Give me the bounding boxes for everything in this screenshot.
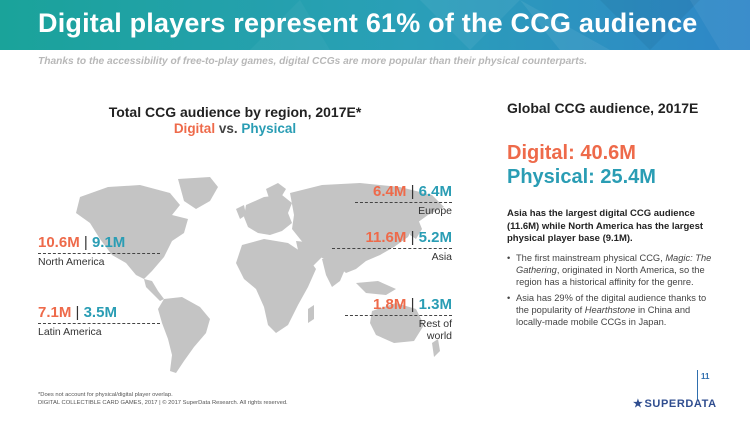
map-asia [290,183,444,273]
map-south-america [158,297,210,373]
value-separator: | [79,234,92,251]
digital-value: 7.1M [38,304,72,321]
global-title: Global CCG audience, 2017E [507,100,699,116]
value-separator: | [406,296,419,313]
region-values: 6.4M | 6.4M [355,183,452,200]
page-number: 11 [701,372,710,381]
map-greenland [178,177,218,209]
page-subtitle: Thanks to the accessibility of free-to-p… [38,56,588,67]
banner-decoration [250,0,750,50]
bullet-list: • The first mainstream physical CCG, Magi… [507,252,712,332]
physical-value: 9.1M [91,234,126,251]
region-values: 1.8M | 1.3M [345,296,452,313]
superdata-logo: ★SUPERDATA [633,397,717,410]
bullet-item: • Asia has 29% of the digital audience th… [507,293,707,328]
logo-text: SUPERDATA [644,398,717,410]
region-name: Asia [431,251,452,263]
physical-value: 1.3M [418,296,452,313]
leader-line [38,253,160,254]
map-japan [410,219,422,239]
bullet-item: • The first mainstream physical CCG, Magi… [507,253,712,288]
physical-total: Physical: 25.4M [507,166,656,188]
page-title: Digital players represent 61% of the CCG… [38,8,698,38]
leader-line [332,248,452,249]
map-india [322,257,346,287]
region-values: 10.6M | 9.1M [38,234,160,251]
map-indonesia [356,281,396,295]
region-values: 11.6M | 5.2M [332,229,452,246]
map-scandinavia [266,183,286,201]
value-separator: | [71,304,84,321]
digital-value: 1.8M [373,296,407,313]
digital-total: Digital: 40.6M [507,142,636,164]
map-europe [244,195,292,235]
value-separator: | [406,183,419,200]
leader-line [38,323,160,324]
copyright: DIGITAL COLLECTIBLE CARD GAMES, 2017 | ©… [38,400,288,406]
region-name: Latin America [38,326,102,338]
region-label-latin-america: 7.1M | 3.5M Latin America [38,304,160,338]
legend-vs: vs. [218,121,238,136]
world-map [76,177,444,373]
leader-line [355,202,452,203]
map-new-zealand [432,339,440,357]
map-north-america [76,185,188,279]
region-label-asia: 11.6M | 5.2M Asia [332,229,452,263]
value-separator: | [406,229,419,246]
star-icon: ★ [633,398,644,410]
leader-line [345,315,452,316]
digital-value: 6.4M [373,183,407,200]
map-australia [370,303,424,343]
region-values: 7.1M | 3.5M [38,304,160,321]
map-uk [236,205,246,219]
region-name: Europe [418,205,452,217]
digital-value: 11.6M [365,229,407,246]
map-arabia [296,241,322,267]
map-madagascar [308,305,314,323]
region-label-north-america: 10.6M | 9.1M North America [38,234,160,268]
chart-title: Total CCG audience by region, 2017E* [108,104,362,120]
legend-physical: Physical [241,121,297,136]
chart-legend: Digital vs. Physical [100,121,370,136]
digital-value: 10.6M [38,234,80,251]
lead-paragraph: Asia has the largest digital CCG audienc… [507,208,704,245]
map-central-america [144,279,164,301]
page-number-rule [697,370,698,400]
header-banner: Digital players represent 61% of the CCG… [0,0,750,50]
legend-digital: Digital [173,121,216,136]
physical-value: 5.2M [418,229,452,246]
map-africa [236,239,316,333]
region-label-rest-of-world: 1.8M | 1.3M Rest of world [345,296,452,342]
region-name: North America [38,256,105,268]
region-label-europe: 6.4M | 6.4M Europe [355,183,452,217]
physical-value: 3.5M [83,304,117,321]
region-name: Rest of world [418,318,452,343]
footnote: *Does not account for physical/digital p… [38,392,173,398]
physical-value: 6.4M [418,183,452,200]
